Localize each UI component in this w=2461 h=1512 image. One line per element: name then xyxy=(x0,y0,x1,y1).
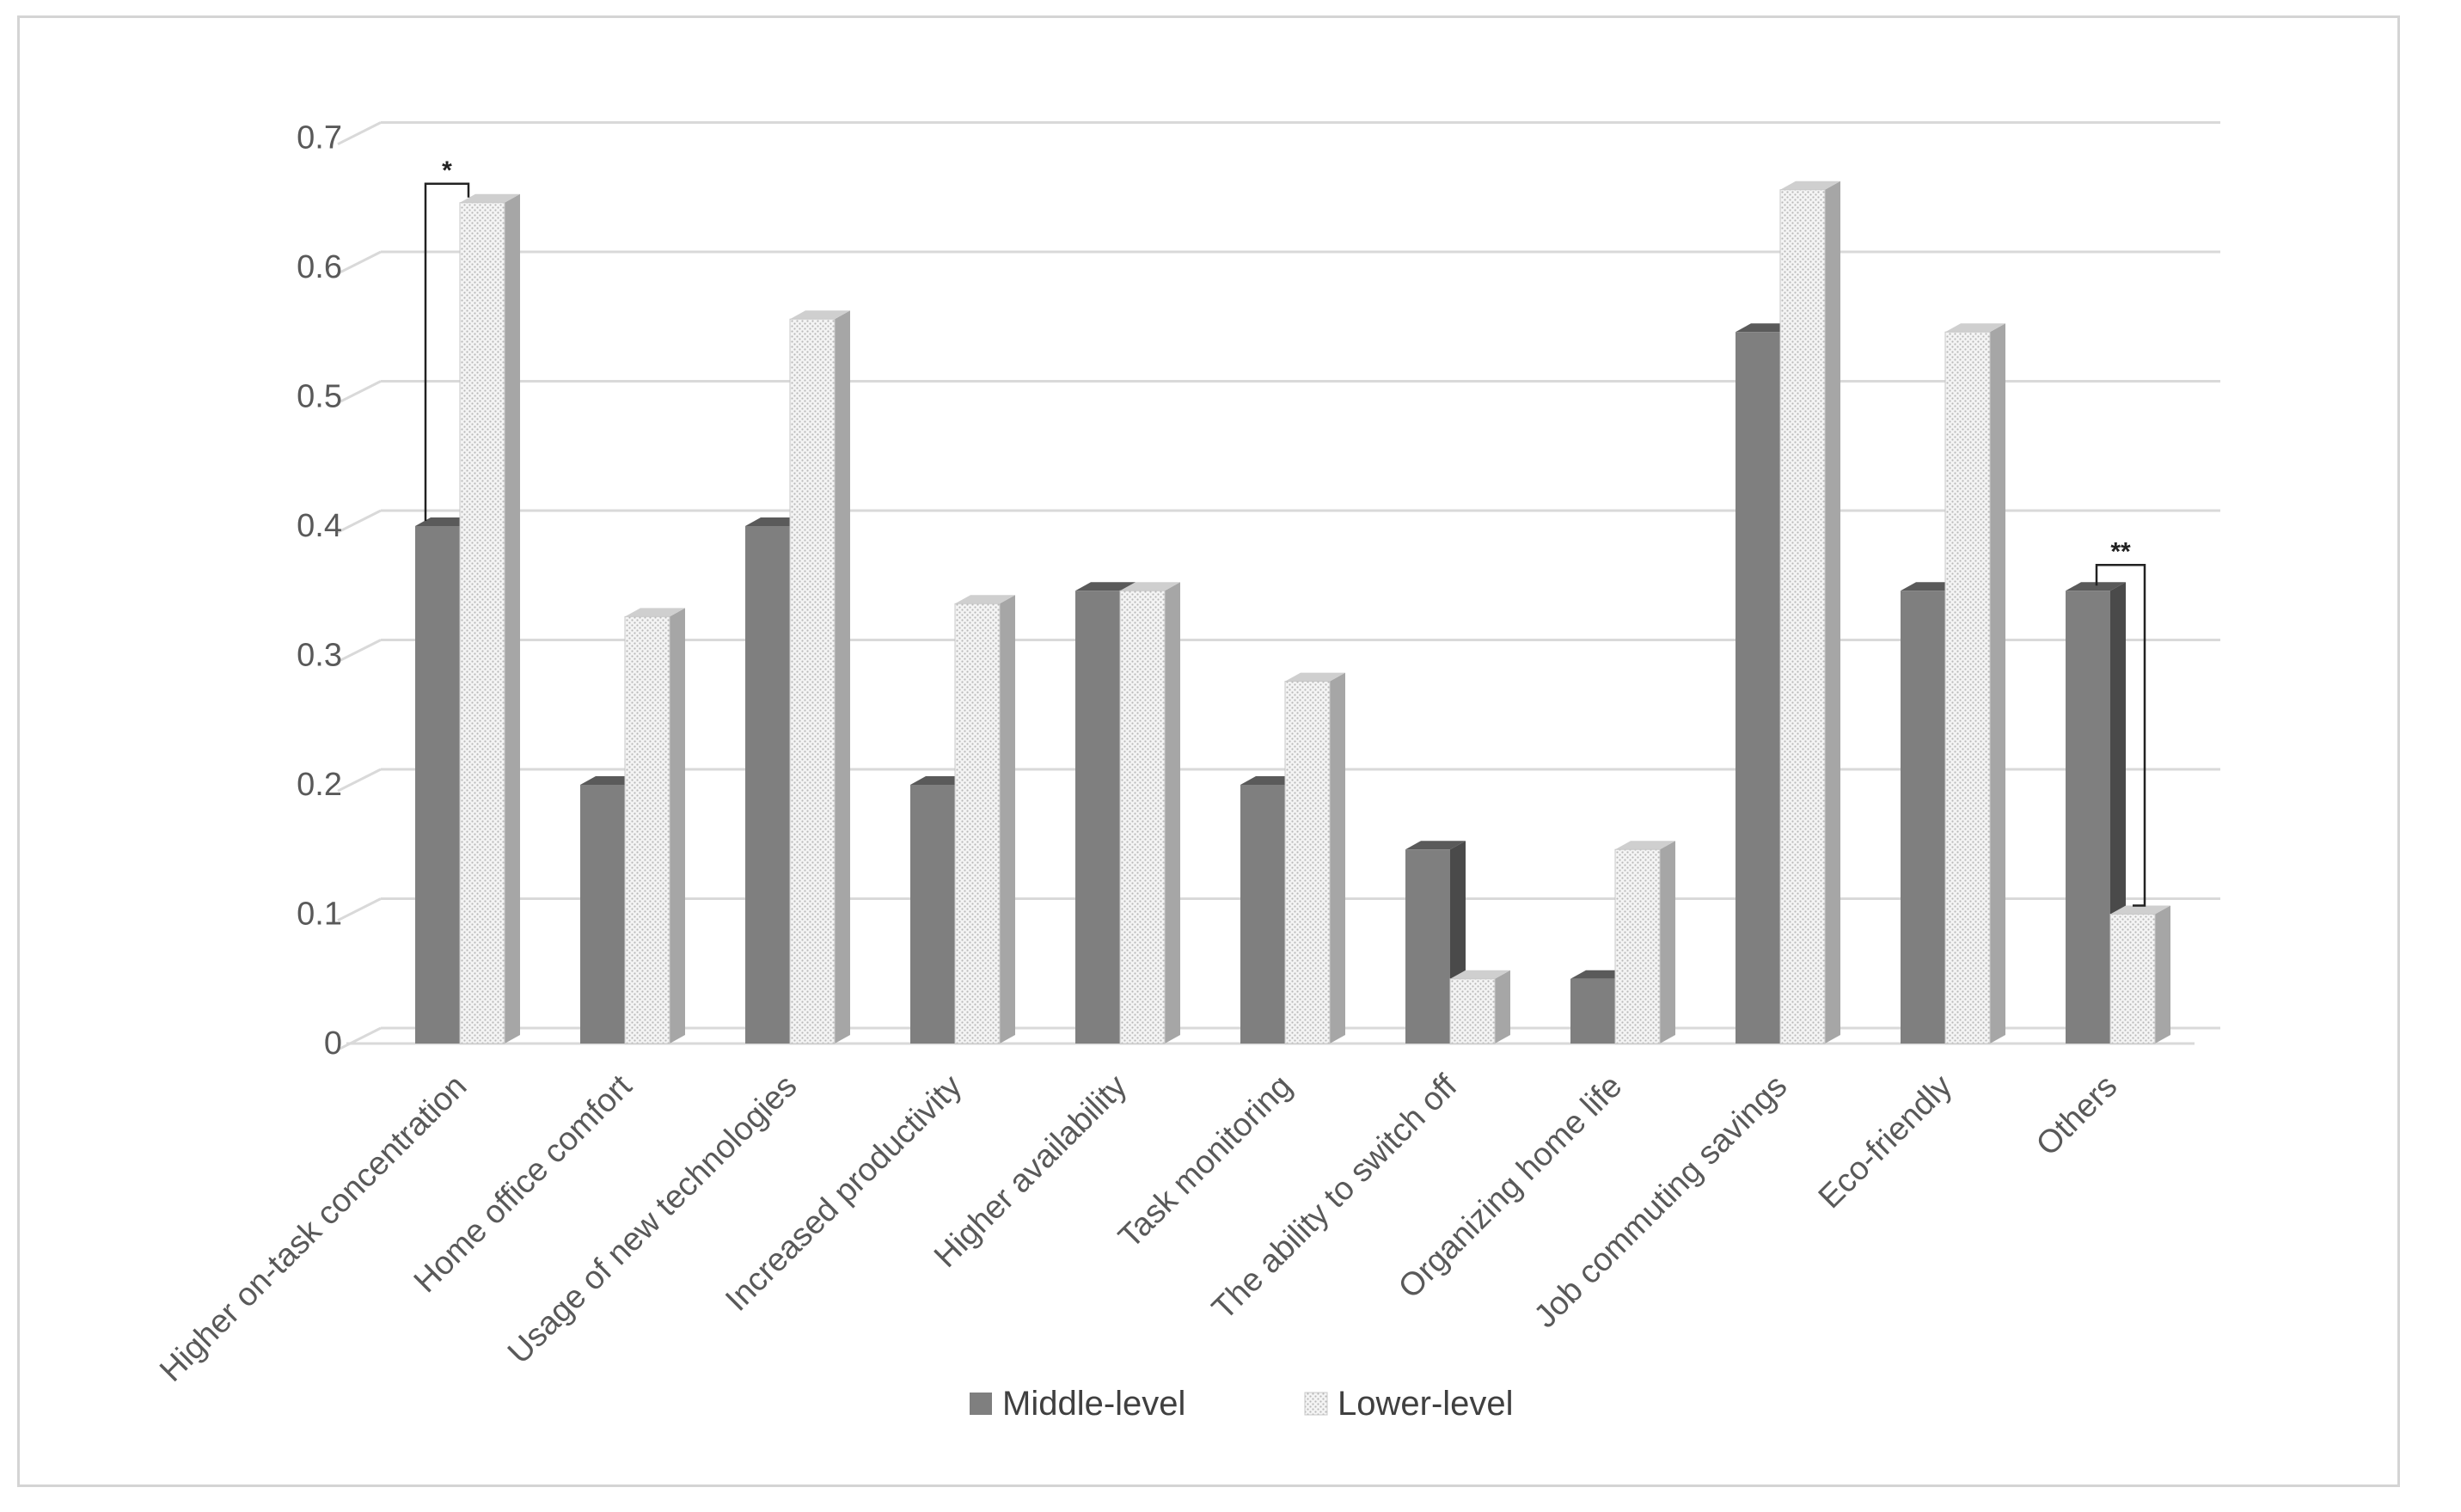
significance-bracket: * xyxy=(424,156,470,521)
bar-face xyxy=(2066,591,2110,1044)
bar-face xyxy=(789,318,836,1044)
bar-lower-level xyxy=(2109,905,2170,1044)
bar-lower-level xyxy=(789,310,850,1044)
x-category-label: Usage of new technologies xyxy=(501,1068,804,1371)
bar-face xyxy=(1119,590,1166,1044)
bar-face xyxy=(580,785,625,1044)
bar-face xyxy=(1779,189,1826,1044)
bar-face xyxy=(1570,978,1615,1044)
bar-top xyxy=(1405,841,1466,850)
y-tick-label: 0.1 xyxy=(297,897,342,933)
y-tick-label: 0.5 xyxy=(297,379,342,415)
gridline-slant xyxy=(337,509,382,534)
bar-side xyxy=(1165,582,1180,1044)
bar-face xyxy=(1944,331,1991,1044)
bar-top xyxy=(1615,841,1675,850)
bar-side xyxy=(505,193,520,1044)
x-category-label: Eco-friendly xyxy=(1812,1068,1960,1216)
bar-side xyxy=(1330,672,1345,1044)
y-tick-label: 0.4 xyxy=(297,508,342,544)
legend-item-lower-level: Lower-level xyxy=(1304,1385,1514,1423)
chart-frame: 0 0.1 0.2 0.3 0.4 0.5 0.6 0.7 * ** Higher on-tas… xyxy=(17,15,2400,1487)
gridline-slant xyxy=(337,897,382,922)
x-category-label: Others xyxy=(2029,1068,2124,1163)
legend: Middle-level Lower-level xyxy=(970,1385,1514,1423)
legend-item-middle-level: Middle-level xyxy=(970,1385,1185,1423)
bar-side xyxy=(1495,970,1510,1044)
gridline-slant xyxy=(337,1026,382,1051)
bar-face xyxy=(459,202,505,1044)
y-tick-label: 0.2 xyxy=(297,767,342,803)
x-category-label: Task monitoring xyxy=(1111,1068,1299,1256)
bar-top xyxy=(625,608,685,617)
bar-side xyxy=(1990,323,2005,1044)
significance-label: * xyxy=(442,156,452,185)
significance-bracket: ** xyxy=(2095,537,2146,907)
bar-top xyxy=(1945,323,2005,333)
bar-side xyxy=(670,608,685,1044)
y-tick-label: 0.7 xyxy=(297,120,342,156)
bar-top xyxy=(1780,181,1840,190)
bar-top xyxy=(2110,905,2170,915)
gridline-slant xyxy=(337,639,382,664)
bar-lower-level xyxy=(1119,582,1180,1044)
bar-face xyxy=(910,785,955,1044)
bar-face xyxy=(1449,978,1496,1044)
gridline-slant xyxy=(337,250,382,275)
bar-top xyxy=(1285,672,1345,682)
bar-face xyxy=(1614,848,1661,1044)
bar-lower-level xyxy=(1779,181,1840,1044)
bar-face xyxy=(415,526,460,1044)
significance-label: ** xyxy=(2110,537,2131,566)
bar-face xyxy=(624,615,670,1044)
bar-face xyxy=(954,603,1001,1044)
y-tick-label: 0.6 xyxy=(297,249,342,285)
gridline-slant xyxy=(337,768,382,793)
legend-label: Middle-level xyxy=(1002,1385,1185,1423)
bar-top xyxy=(1120,582,1180,591)
bar-face xyxy=(745,526,790,1044)
bar-face xyxy=(1736,332,1780,1044)
legend-swatch xyxy=(1304,1392,1328,1416)
bar-side xyxy=(1825,181,1840,1044)
x-category-label: Higher on-task concentration xyxy=(153,1068,474,1389)
bar-side xyxy=(1660,841,1675,1044)
gridline-slant xyxy=(337,380,382,405)
bar-face xyxy=(1405,849,1450,1044)
bar-top xyxy=(790,310,850,320)
bar-lower-level xyxy=(624,608,685,1044)
bar-face xyxy=(2109,914,2156,1044)
bar-top xyxy=(1450,970,1510,979)
bars xyxy=(415,181,2170,1044)
bar-top xyxy=(1075,582,1136,591)
bar-chart: 00.10.20.30.40.50.60.7 *** Higher on-tas… xyxy=(153,120,2220,1423)
bar-lower-level xyxy=(954,595,1015,1044)
gridline-slant xyxy=(337,121,382,146)
bar-lower-level xyxy=(1449,970,1510,1044)
bar-top xyxy=(955,595,1015,604)
y-tick-label: 0 xyxy=(324,1025,342,1062)
bar-side xyxy=(2155,905,2170,1044)
bar-lower-level xyxy=(1284,672,1345,1044)
bar-lower-level xyxy=(1944,323,2005,1044)
bar-face xyxy=(1240,785,1285,1044)
bar-lower-level xyxy=(1614,841,1675,1044)
bar-side xyxy=(1000,595,1015,1044)
bar-face xyxy=(1901,591,1945,1044)
legend-label: Lower-level xyxy=(1338,1385,1514,1423)
y-axis-ticks: 0 0.1 0.2 0.3 0.4 0.5 0.6 0.7 xyxy=(297,120,342,1062)
bar-top xyxy=(460,193,520,203)
bar-top xyxy=(2066,582,2126,591)
legend-swatch xyxy=(970,1393,992,1415)
bar-lower-level xyxy=(459,193,520,1044)
y-tick-label: 0.3 xyxy=(297,638,342,674)
bar-side xyxy=(835,310,850,1044)
significance-annotations: *** xyxy=(424,156,2146,907)
bar-face xyxy=(1075,591,1120,1044)
bar-face xyxy=(1284,681,1331,1044)
